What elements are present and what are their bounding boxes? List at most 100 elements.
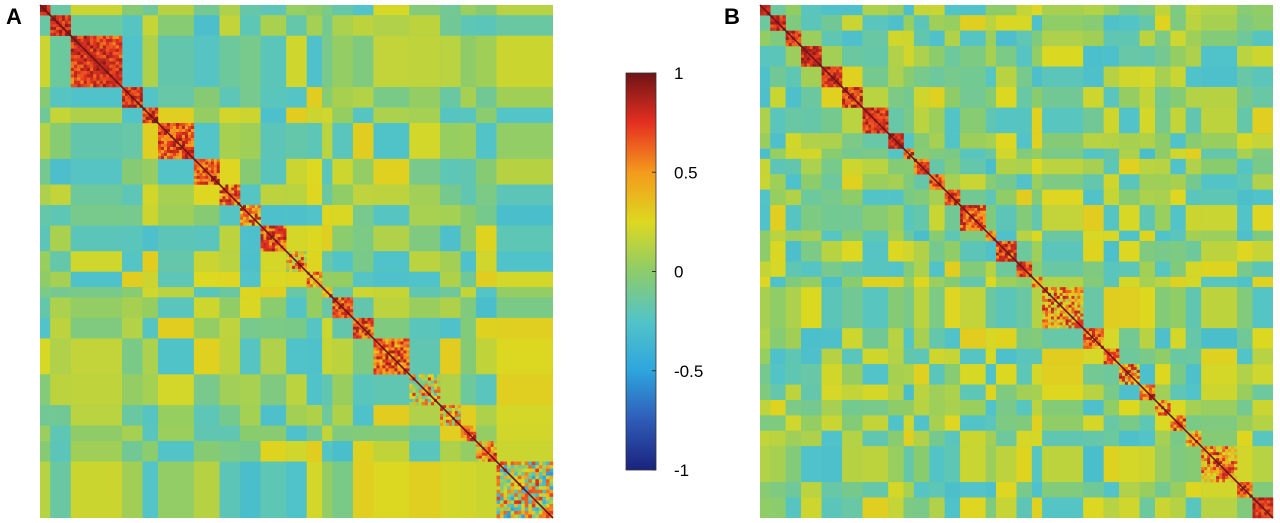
- heatmap-block-cell: [524, 479, 529, 483]
- heatmap-block-cell: [549, 472, 554, 476]
- heatmap-cell: [929, 287, 945, 329]
- heatmap-cell: [1252, 364, 1273, 385]
- heatmap-cell: [1155, 158, 1171, 175]
- heatmap-block-cell: [370, 323, 374, 327]
- heatmap-block-cell: [847, 101, 852, 105]
- heatmap-cell: [1170, 446, 1186, 483]
- heatmap-block-cell: [1255, 506, 1259, 510]
- heatmap-block-cell: [260, 236, 264, 241]
- heatmap-block-cell: [208, 161, 212, 165]
- heatmap-block-cell: [535, 472, 540, 476]
- heatmap-cell: [286, 87, 307, 108]
- heatmap-block-cell: [166, 122, 171, 127]
- heatmap-cell: [960, 158, 986, 175]
- heatmap-cell: [1119, 87, 1140, 108]
- heatmap-block-cell: [1210, 446, 1214, 450]
- heatmap-block-cell: [341, 315, 345, 319]
- heatmap-block-cell: [1264, 497, 1268, 501]
- heatmap-block-cell: [181, 122, 186, 127]
- heatmap-block-cell: [478, 458, 483, 462]
- heatmap-cell: [785, 189, 802, 206]
- heatmap-cell: [476, 87, 497, 108]
- heatmap-block-cell: [338, 315, 342, 319]
- heatmap-block-cell: [222, 202, 226, 206]
- heatmap-block-cell: [418, 386, 422, 390]
- heatmap-cell: [260, 374, 287, 406]
- heatmap-cell: [322, 297, 333, 318]
- heatmap-block-cell: [415, 395, 419, 400]
- heatmap-cell: [142, 158, 158, 185]
- heatmap-block-cell: [106, 58, 110, 62]
- heatmap-block-cell: [1100, 334, 1104, 338]
- heatmap-cell: [929, 400, 945, 416]
- heatmap-block-cell: [484, 443, 488, 448]
- heatmap-block-cell: [424, 377, 429, 381]
- heatmap-cell: [240, 122, 261, 159]
- heatmap-cell: [476, 405, 497, 426]
- heatmap-block-cell: [373, 341, 377, 345]
- heatmap-cell: [260, 205, 287, 226]
- heatmap-block-cell: [196, 181, 200, 185]
- heatmap-cell: [157, 405, 194, 426]
- heatmap-block-cell: [1068, 295, 1072, 300]
- heatmap-block-cell: [93, 77, 97, 81]
- heatmap-block-cell: [496, 486, 501, 490]
- heatmap-block-cell: [1071, 298, 1075, 303]
- heatmap-cell: [50, 405, 71, 426]
- heatmap-block-cell: [86, 71, 91, 75]
- heatmap-block-cell: [300, 251, 305, 255]
- heatmap-cell: [995, 415, 1017, 431]
- heatmap-cell: [219, 107, 241, 123]
- heatmap-cell: [373, 297, 410, 318]
- heatmap-block-cell: [1216, 467, 1220, 471]
- heatmap-block-cell: [1077, 304, 1081, 308]
- heatmap-block-cell: [205, 161, 209, 165]
- heatmap-block-cell: [801, 54, 805, 58]
- heatmap-block-cell: [1124, 372, 1129, 377]
- heatmap-cell: [1139, 66, 1156, 88]
- heatmap-cell: [286, 15, 307, 36]
- heatmap-block-cell: [172, 125, 177, 130]
- heatmap-block-cell: [1016, 270, 1020, 275]
- heatmap-block-cell: [379, 356, 383, 360]
- heatmap-cell: [903, 87, 914, 108]
- heatmap-block-cell: [496, 468, 501, 473]
- heatmap-block-cell: [469, 431, 474, 436]
- heatmap-cell: [785, 348, 802, 365]
- heatmap-block-cell: [245, 216, 250, 220]
- heatmap-block-cell: [1133, 375, 1137, 379]
- heatmap-block-cell: [845, 101, 849, 105]
- heatmap-cell: [1031, 46, 1043, 67]
- heatmap-block-cell: [524, 510, 529, 515]
- heatmap-cell: [352, 15, 374, 36]
- heatmap-block-cell: [219, 187, 223, 191]
- heatmap-block-cell: [503, 461, 508, 466]
- heatmap-cell: [440, 158, 461, 185]
- heatmap-block-cell: [40, 8, 44, 13]
- heatmap-block-cell: [1231, 467, 1235, 471]
- heatmap-block-cell: [1267, 497, 1271, 501]
- heatmap-block-cell: [1100, 336, 1104, 341]
- heatmap-block-cell: [352, 323, 357, 327]
- heatmap-block-cell: [776, 15, 780, 19]
- panel-a-label: A: [6, 4, 22, 29]
- heatmap-cell: [929, 384, 945, 401]
- heatmap-block-cell: [1210, 452, 1214, 456]
- heatmap-block-cell: [86, 80, 91, 85]
- heatmap-block-cell: [1228, 461, 1232, 465]
- heatmap-block-cell: [1228, 479, 1232, 483]
- heatmap-block-cell: [283, 225, 287, 229]
- heatmap-block-cell: [271, 245, 276, 249]
- heatmap-block-cell: [266, 228, 270, 232]
- heatmap-block-cell: [274, 242, 278, 246]
- heatmap-block-cell: [1204, 479, 1208, 483]
- heatmap-block-cell: [779, 18, 783, 22]
- heatmap-cell: [352, 338, 374, 375]
- heatmap-cell: [821, 276, 843, 288]
- heatmap-block-cell: [995, 258, 1000, 262]
- heatmap-block-cell: [962, 213, 966, 217]
- heatmap-cell: [770, 287, 786, 329]
- heatmap-block-cell: [493, 455, 497, 459]
- heatmap-block-cell: [157, 125, 162, 130]
- heatmap-block-cell: [935, 183, 939, 187]
